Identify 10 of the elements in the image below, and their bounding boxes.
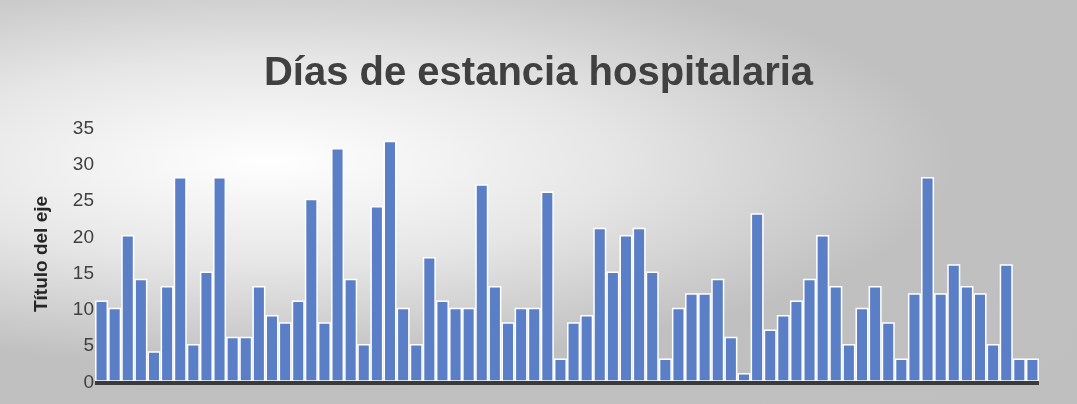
y-tick-label: 25: [72, 189, 94, 211]
y-tick-label: 20: [72, 225, 94, 247]
y-axis-title: Título del eje: [29, 195, 51, 313]
y-tick-label: 10: [72, 298, 94, 320]
chart-title: Días de estancia hospitalaria: [263, 48, 814, 93]
y-tick-label: 5: [83, 334, 94, 356]
y-tick-label: 15: [72, 261, 94, 283]
y-tick-label: 30: [72, 152, 94, 174]
y-tick-label: 35: [72, 116, 94, 138]
y-tick-label: 0: [83, 370, 94, 392]
